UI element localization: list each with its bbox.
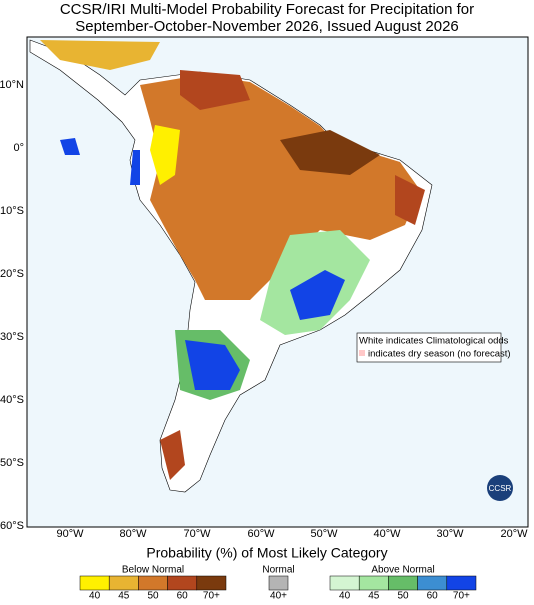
legend-swatch [358,575,389,591]
lat-label: 30°S [0,331,24,343]
lon-label: 50°W [310,528,338,540]
legend-swatch [268,575,289,591]
legend-label: 50 [147,591,159,600]
legend-label: 40 [89,591,101,600]
lat-label: 50°S [0,457,24,469]
legend-swatch [417,575,448,591]
lon-label: 80°W [119,528,147,540]
lon-label: 40°W [373,528,401,540]
lon-labels: 90°W 80°W 70°W 60°W 50°W 40°W 30°W 20°W [56,528,528,540]
above-normal-region [290,270,345,320]
legend-label: 50 [397,591,409,600]
title-line: CCSR/IRI Multi-Model Probability Forecas… [60,1,474,18]
note-box: White indicates Climatological odds indi… [356,332,511,363]
legend-label: 60 [177,591,189,600]
legend-label: 40 [339,591,351,600]
note-frame [356,332,502,363]
legend-label: 45 [368,591,380,600]
legend-group-name: Below Normal [122,565,184,576]
legend-swatch [108,575,139,591]
legend-swatch [138,575,168,591]
legend-label: 60 [427,591,439,600]
lat-labels: 10°N 0° 10°S 20°S 30°S 40°S 50°S 60°S [0,79,24,532]
lat-label: 40°S [0,394,24,406]
below-normal-region [395,175,425,225]
legend-swatch [196,575,227,591]
below-normal-region [160,430,185,480]
lon-label: 60°W [247,528,275,540]
above-normal-region [130,150,140,185]
note: indicates dry season (no forecast) [368,349,511,360]
lon-label: 20°W [500,528,528,540]
logo-circle [487,475,513,501]
legend-label: 70+ [203,591,220,600]
legend-swatch [329,575,360,591]
below-normal-region [180,70,250,110]
legend-label: 45 [118,591,130,600]
legend-label: 70+ [453,591,470,600]
dry-season-swatch [359,350,365,356]
lat-label: 10°N [0,79,24,91]
below-normal-region [150,125,180,185]
legend-label: 40+ [270,591,287,600]
logo: CCSR [487,475,513,501]
legend-swatch [79,575,110,591]
map [26,36,529,528]
lon-label: 30°W [436,528,464,540]
legend-swatch [446,575,477,591]
legend-title: Probability (%) of Most Likely Category [146,545,387,561]
lon-label: 90°W [56,528,84,540]
legend: Below Normal 40 45 50 60 70+ Normal 40+ Above No… [79,565,477,602]
lat-label: 10°S [0,205,24,217]
legend-swatch [167,575,198,591]
logo-text: CCSR [489,484,512,493]
lat-label: 20°S [0,268,24,280]
below-normal-region [280,130,380,175]
lon-label: 70°W [183,528,211,540]
above-normal-region [60,138,80,155]
above-normal-region [185,340,240,390]
note: White indicates Climatological odds [359,336,509,347]
lat-label: 0° [13,142,24,154]
title-line: September-October-November 2026, Issued … [75,18,459,35]
below-normal-region [140,75,420,300]
below-normal-region [40,40,160,70]
legend-swatch [388,575,418,591]
legend-group-name: Normal [262,565,294,576]
legend-group-name: Above Normal [371,565,434,576]
lat-label: 60°S [0,520,24,532]
